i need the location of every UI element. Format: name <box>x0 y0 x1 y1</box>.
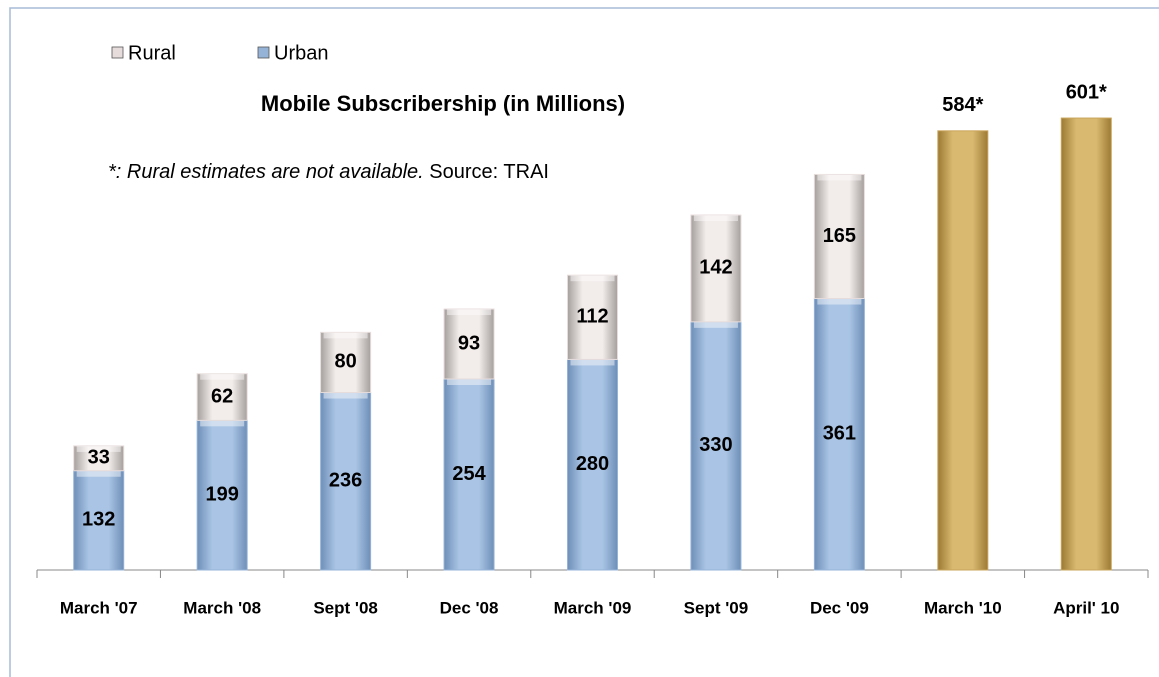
x-tick-label: Sept '08 <box>313 598 378 617</box>
value-label: 142 <box>699 257 732 279</box>
bar-segment <box>690 214 742 323</box>
bar-cap <box>323 332 368 339</box>
bar-cap <box>570 275 615 282</box>
legend-swatch <box>257 46 270 59</box>
value-label: 361 <box>823 423 856 445</box>
bar-segment <box>813 298 865 571</box>
annotation: *: Rural estimates are not available. So… <box>108 161 549 183</box>
bar-cap <box>200 373 245 380</box>
bar-cap <box>200 420 245 427</box>
value-label: 236 <box>329 470 362 492</box>
legend-swatch <box>111 46 124 59</box>
bar-segment <box>73 470 125 571</box>
bar-segment <box>320 331 372 394</box>
value-label: 80 <box>334 351 356 373</box>
bar-cap <box>693 321 738 328</box>
bar-cap <box>693 215 738 222</box>
legend-label: Rural <box>128 42 176 64</box>
value-label: 199 <box>205 483 238 505</box>
bar-cap <box>570 359 615 366</box>
bar-cap <box>447 378 492 385</box>
value-label: 112 <box>576 306 608 328</box>
value-label: 132 <box>82 509 115 531</box>
x-tick-label: March '07 <box>60 598 138 617</box>
bar-cap <box>447 309 492 316</box>
bar-segment <box>196 373 248 421</box>
bar-segment <box>690 321 742 571</box>
x-tick-label: March '08 <box>183 598 261 617</box>
bar-segment <box>320 392 372 571</box>
bar-cap <box>76 445 121 452</box>
x-tick-label: Dec '08 <box>440 598 499 617</box>
bar-segment <box>567 274 618 360</box>
x-tick-label: March '10 <box>924 598 1002 617</box>
bar-cap <box>76 470 121 477</box>
value-label: 280 <box>576 453 609 475</box>
bar-cap <box>817 298 862 305</box>
value-label: 62 <box>211 385 233 407</box>
value-label: 165 <box>823 225 856 247</box>
bar-segment <box>443 378 495 571</box>
x-tick-label: March '09 <box>554 598 632 617</box>
legend-label: Urban <box>274 42 328 64</box>
total-bar <box>937 130 989 571</box>
note: *: Rural estimates are not available. <box>108 161 424 183</box>
x-tick-label: April' 10 <box>1053 598 1119 617</box>
chart-title: Mobile Subscribership (in Millions) <box>261 91 625 116</box>
value-label: 601* <box>1066 81 1107 103</box>
value-label: 254 <box>452 463 486 485</box>
source: Source: TRAI <box>429 161 549 183</box>
bar-segment <box>73 445 125 472</box>
bar-segment <box>813 173 865 300</box>
x-tick-label: Sept '09 <box>684 598 749 617</box>
value-label: 330 <box>699 434 732 456</box>
value-label: 584* <box>942 94 983 116</box>
total-bar <box>1060 117 1112 571</box>
bar-cap <box>323 392 368 399</box>
x-tick-label: Dec '09 <box>810 598 869 617</box>
bar-segment <box>443 308 495 380</box>
value-label: 33 <box>88 447 110 469</box>
frame <box>9 7 1159 677</box>
bar-cap <box>817 174 862 181</box>
value-label: 93 <box>458 332 480 354</box>
